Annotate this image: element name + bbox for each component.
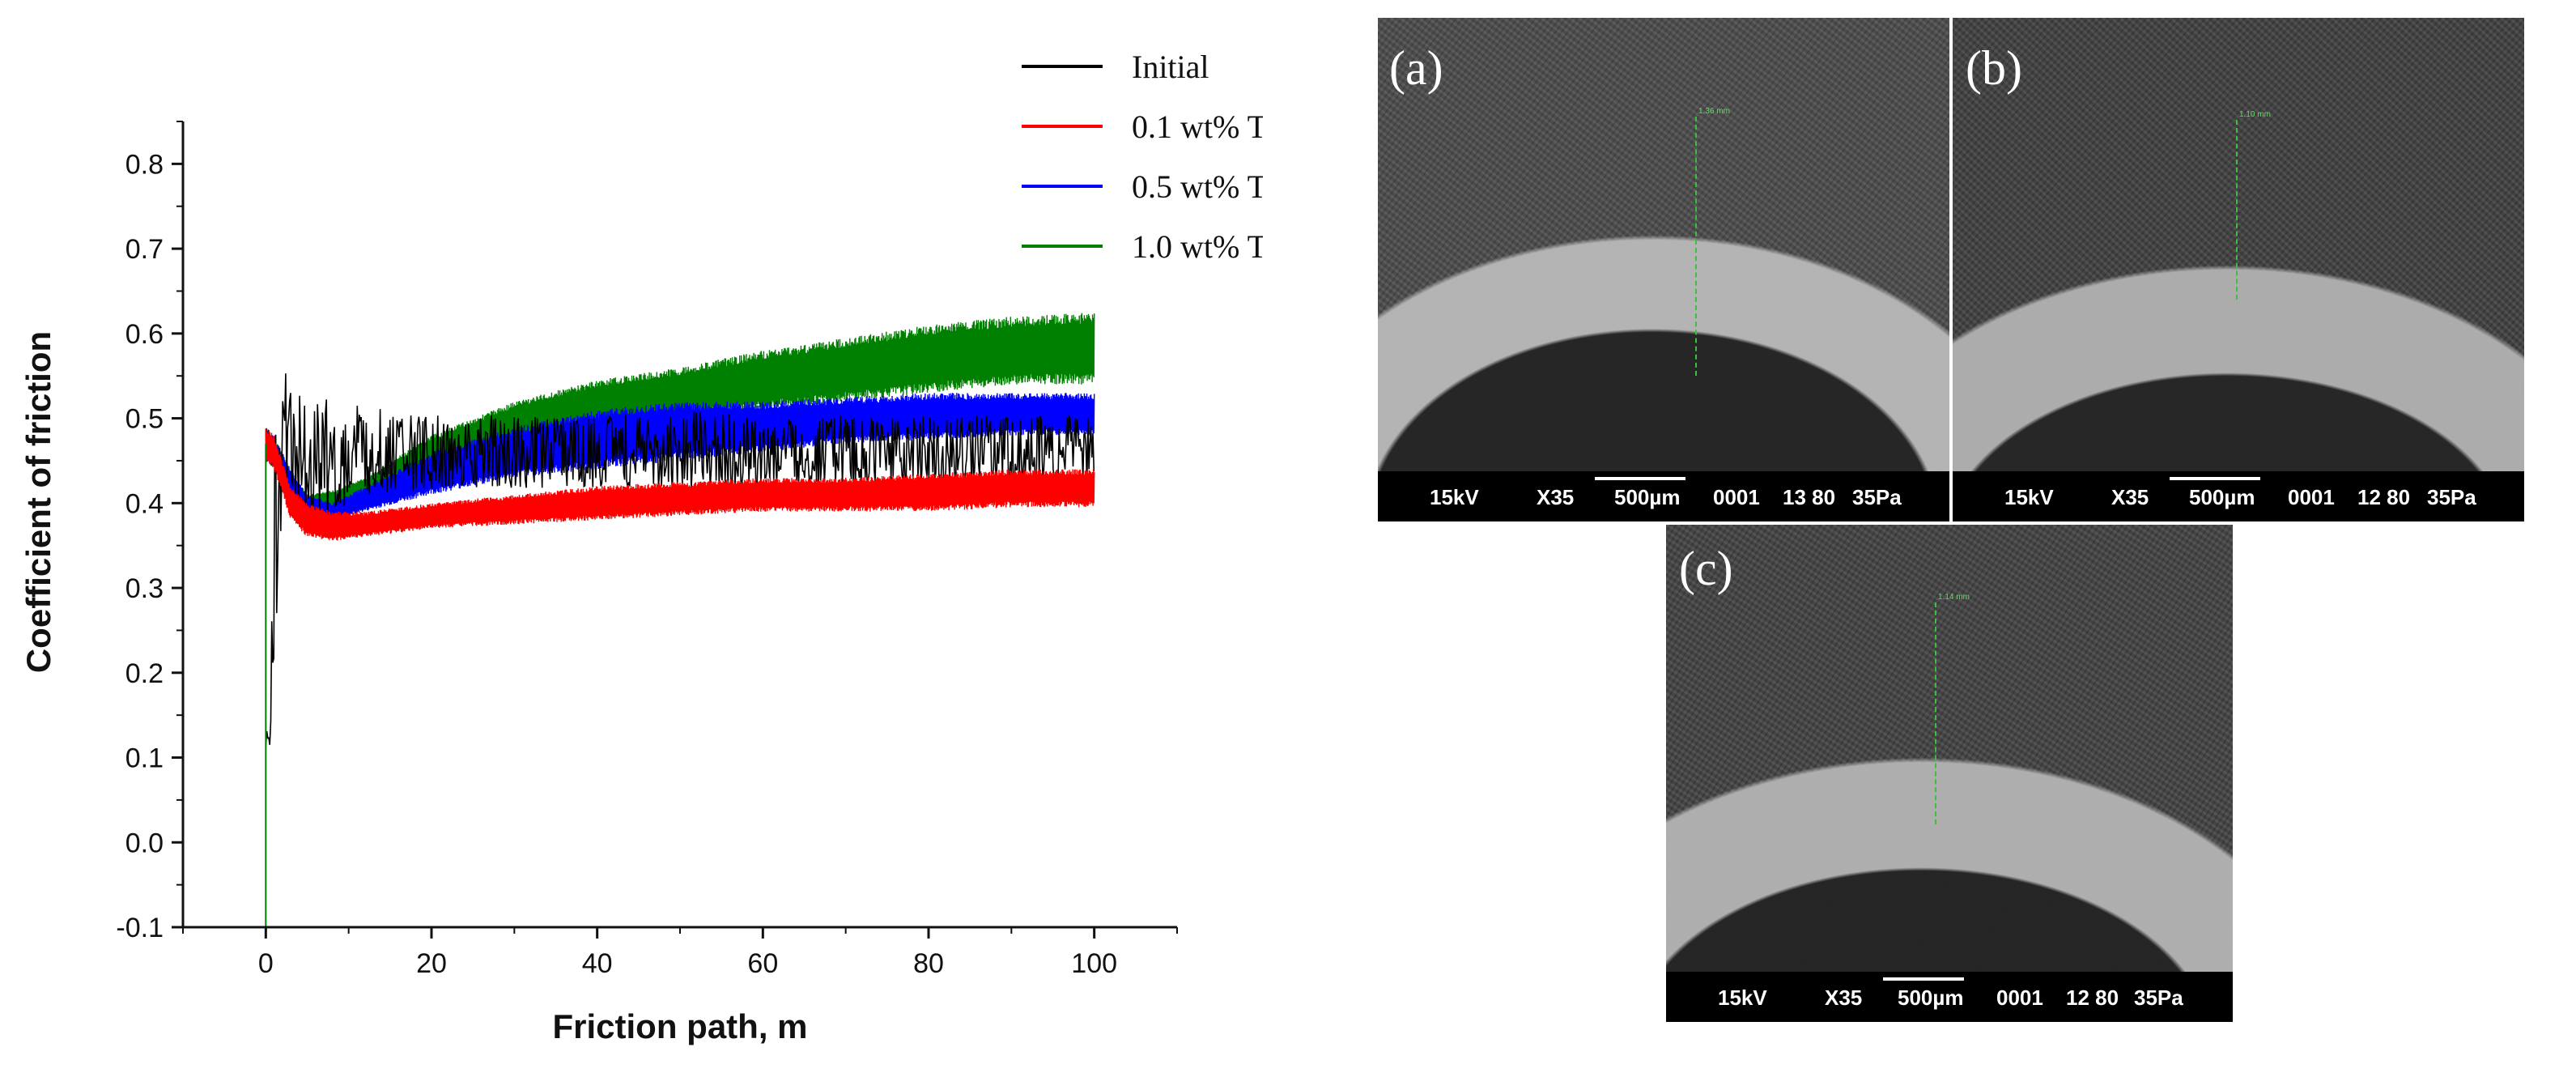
legend-main-0: Initial: [1132, 49, 1209, 85]
y-tick-label: 0.8: [125, 149, 164, 180]
legend: Initial 0.1 wt% TiO2 0.5 wt% TiO2 1.0 wt% T…: [1022, 49, 1263, 271]
measurement-line-b: [2236, 120, 2238, 300]
y-tick-label: 0.0: [125, 828, 164, 858]
sem-panel-a: (a) 1.36 mm 15kV X35 500µm 0001 13 80 35…: [1378, 18, 1949, 521]
x-tick-label: 40: [582, 948, 613, 979]
y-tick-label: -0.1: [116, 913, 164, 943]
legend-label-3: 1.0 wt% TiO2: [1132, 228, 1263, 271]
settings-b: 12 80: [2357, 485, 2411, 509]
sem-image-a: [1378, 18, 1949, 471]
y-tick-label: 0.5: [125, 404, 164, 435]
x-tick-label: 0: [258, 948, 274, 979]
panel-label-a: (a): [1389, 41, 1443, 95]
series-layer: [265, 313, 1095, 927]
scale-bar-c: [1883, 977, 1964, 981]
y-tick-label: 0.7: [125, 234, 164, 265]
scale-label-a: 500µm: [1614, 485, 1681, 509]
scale-bar-a: [1595, 477, 1685, 480]
pressure-c: 35Pa: [2134, 985, 2183, 1010]
y-tick-label: 0.2: [125, 658, 164, 689]
sem-panel-b: (b) 1.10 mm 15kV X35 500µm 0001 12 80 35…: [1953, 18, 2524, 521]
sem-footer-b: 15kV X35 500µm 0001 12 80 35Pa: [1953, 471, 2524, 521]
series-line-1: [265, 428, 1095, 541]
settings-a: 13 80: [1783, 485, 1836, 509]
scale-label-b: 500µm: [2189, 485, 2255, 509]
x-axis-title: Friction path, m: [553, 1007, 808, 1045]
legend-label-2: 0.5 wt% TiO2: [1132, 168, 1263, 211]
y-tick-label: 0.1: [125, 743, 164, 774]
y-axis-title: Coefficient of friction: [19, 331, 57, 673]
y-tick-label: 0.3: [125, 573, 164, 604]
pressure-b: 35Pa: [2427, 485, 2476, 509]
friction-chart: 0 20 40 60 80 100 -0.1 0.0 0.1 0.2 0.3 0.4 0.5 0.6 0.7…: [19, 49, 1263, 1045]
magnification-b: X35: [2111, 485, 2149, 509]
image-no-b: 0001: [2288, 485, 2335, 509]
scale-label-c: 500µm: [1898, 985, 1964, 1010]
x-tick-label: 100: [1071, 948, 1117, 979]
sem-panel-c: (c) 1.14 mm 15kV X35 500µm 0001 12 80 35…: [1666, 525, 2233, 1022]
y-tick-label: 0.4: [125, 488, 164, 519]
voltage-b: 15kV: [2004, 485, 2054, 509]
sem-image-c: [1666, 525, 2233, 972]
legend-main-3: 1.0 wt% TiO: [1132, 228, 1263, 265]
panel-label-c: (c): [1679, 542, 1733, 595]
legend-main-1: 0.1 wt% TiO: [1132, 109, 1263, 145]
magnification-c: X35: [1825, 985, 1863, 1010]
tick-layer: 0 20 40 60 80 100 -0.1 0.0 0.1 0.2 0.3 0.4 0.5 0.6 0.7…: [116, 121, 1178, 979]
magnification-a: X35: [1537, 485, 1575, 509]
sem-footer-a: 15kV X35 500µm 0001 13 80 35Pa: [1378, 471, 1949, 521]
measurement-line-c: [1935, 602, 1936, 824]
measurement-line-a: [1695, 117, 1697, 376]
voltage-a: 15kV: [1430, 485, 1479, 509]
legend-label-1: 0.1 wt% TiO2: [1132, 109, 1263, 151]
x-tick-label: 60: [747, 948, 778, 979]
sem-footer-c: 15kV X35 500µm 0001 12 80 35Pa: [1666, 972, 2233, 1022]
x-tick-label: 80: [913, 948, 944, 979]
panel-label-b: (b): [1966, 41, 2022, 95]
measurement-label-c: 1.14 mm: [1938, 593, 1970, 602]
y-tick-label: 0.6: [125, 319, 164, 350]
legend-main-2: 0.5 wt% TiO: [1132, 168, 1263, 205]
settings-c: 12 80: [2066, 985, 2119, 1010]
pressure-a: 35Pa: [1852, 485, 1902, 509]
voltage-c: 15kV: [1718, 985, 1767, 1010]
measurement-label-a: 1.36 mm: [1698, 107, 1730, 116]
measurement-label-b: 1.10 mm: [2239, 110, 2271, 119]
legend-label-0: Initial: [1132, 49, 1209, 85]
image-no-c: 0001: [1996, 985, 2043, 1010]
scale-bar-b: [2170, 477, 2260, 480]
image-no-a: 0001: [1713, 485, 1760, 509]
series-line-0: [265, 373, 1095, 747]
x-tick-label: 20: [416, 948, 447, 979]
sem-image-b: [1953, 18, 2524, 471]
